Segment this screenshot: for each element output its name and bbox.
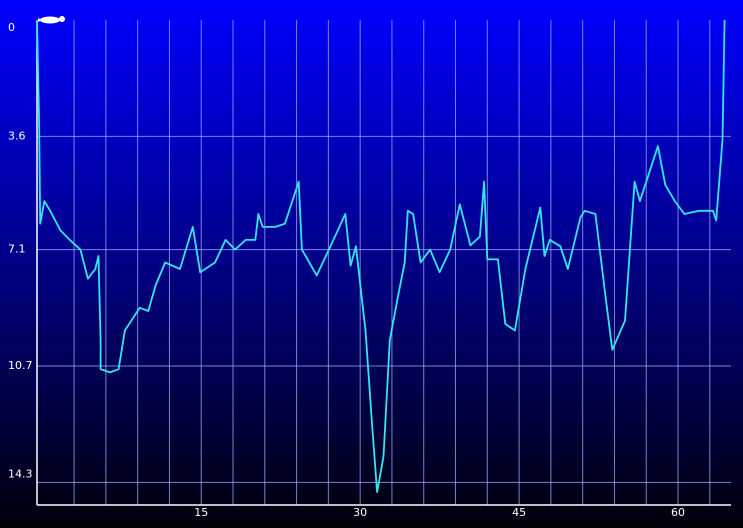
y-tick-label: 3.6 xyxy=(8,129,26,142)
y-tick-label: 14.3 xyxy=(8,467,33,480)
y-tick-label: 0 xyxy=(8,21,15,34)
x-tick-label: 60 xyxy=(671,506,685,519)
x-tick-label: 45 xyxy=(512,506,526,519)
x-tick-label: 30 xyxy=(353,506,367,519)
x-tick-label: 15 xyxy=(194,506,208,519)
diver-icon xyxy=(38,16,65,24)
y-tick-label: 7.1 xyxy=(8,243,26,256)
depth-line xyxy=(36,19,726,494)
y-tick-label: 10.7 xyxy=(8,359,33,372)
